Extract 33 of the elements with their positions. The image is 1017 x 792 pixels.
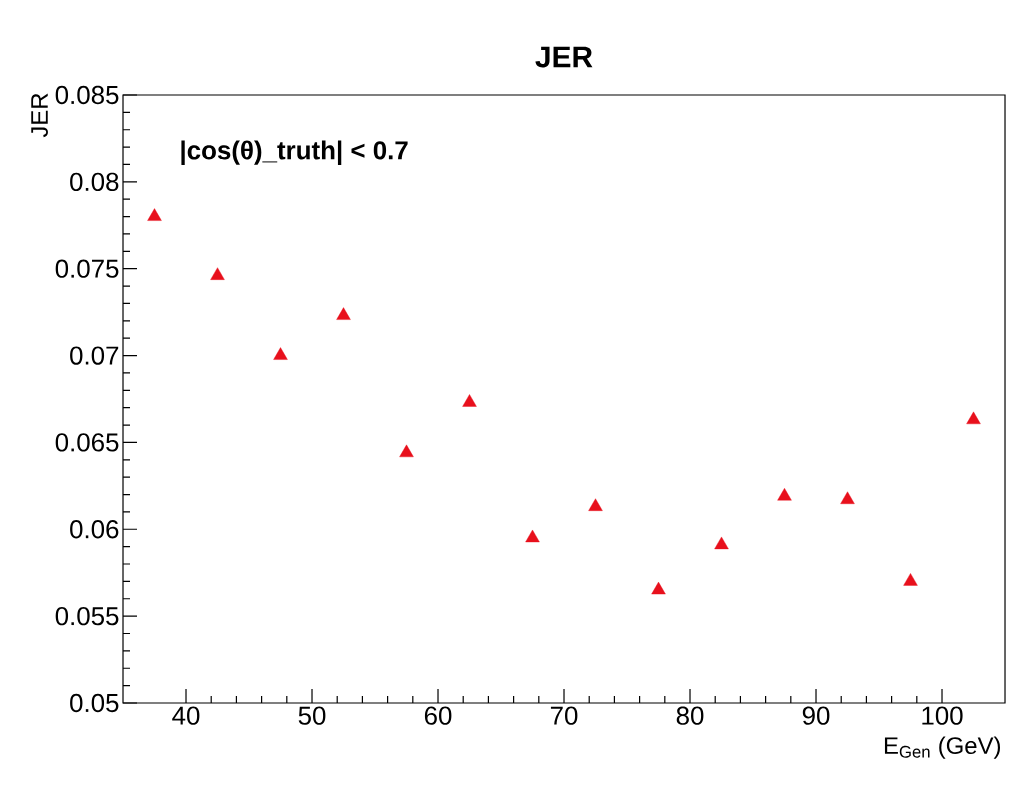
y-tick-label: 0.07 <box>70 346 119 365</box>
y-tick-label: 0.085 <box>55 85 119 105</box>
point <box>399 444 414 458</box>
x-tick-label: 60 <box>424 706 452 725</box>
x-tick-label: 40 <box>172 706 200 725</box>
x-tick-label: 50 <box>298 706 326 725</box>
x-axis-title: E$_{Gen}$ (GeV) <box>884 736 1001 759</box>
y-tick-label: 0.065 <box>55 433 119 452</box>
point <box>273 347 288 360</box>
y-tick-label: 0.055 <box>55 606 119 626</box>
point <box>210 267 225 280</box>
point <box>462 394 477 407</box>
point <box>903 573 918 586</box>
y-tick-label: 0.08 <box>70 172 119 192</box>
y-tick-label: 0.075 <box>55 259 119 278</box>
point <box>840 491 855 504</box>
point <box>336 307 351 320</box>
x-tick-label: 70 <box>550 706 578 725</box>
x-tick-label: 90 <box>802 706 830 725</box>
point <box>777 488 792 501</box>
x-tick-label: 100 <box>922 706 963 725</box>
point <box>651 581 666 595</box>
point <box>147 208 162 221</box>
x-tick-label: 80 <box>676 706 704 725</box>
annotation: |cos(θ)_truth| < 0.7 <box>181 140 408 165</box>
y-axis-title: JER <box>31 93 48 138</box>
y-tick-label: 0.05 <box>70 693 119 713</box>
point <box>588 498 603 511</box>
point <box>966 411 981 425</box>
point <box>714 536 729 550</box>
point <box>525 529 540 543</box>
chart-title: JER <box>535 46 593 68</box>
y-tick-label: 0.06 <box>70 520 119 539</box>
